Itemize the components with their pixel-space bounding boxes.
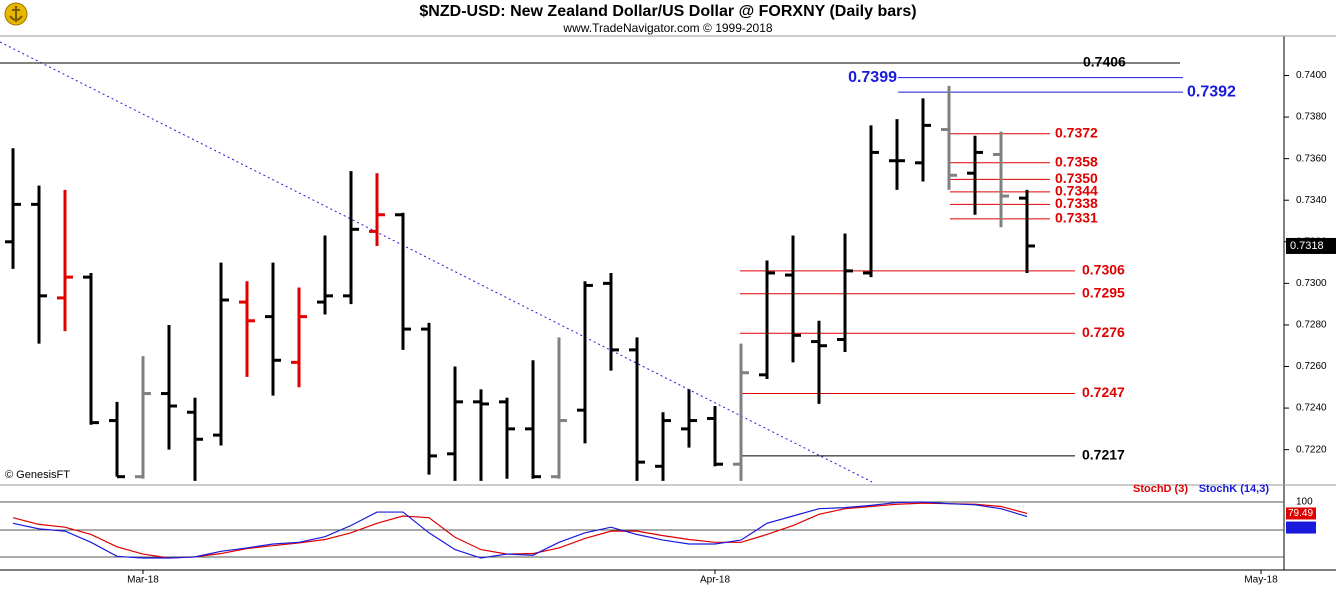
source-label: © GenesisFT [5,469,70,481]
level-label: 0.7399 [848,69,897,86]
chart-title: $NZD-USD: New Zealand Dollar/US Dollar @… [419,3,916,20]
chart-subtitle: www.TradeNavigator.com © 1999-2018 [562,21,772,35]
level-label: 0.7338 [1055,195,1098,211]
level-label: 0.7372 [1055,124,1098,140]
x-tick-label: May-18 [1244,575,1278,586]
last-price-box [1286,237,1336,254]
y-tick-label: 100 [1296,497,1313,508]
y-tick-label: 0.7380 [1296,112,1327,123]
last-value-label: 79.49 [1288,508,1313,519]
x-tick-label: Apr-18 [700,575,730,586]
last-value-box [1286,507,1316,520]
level-label: 0.7392 [1187,83,1236,100]
y-tick-label: 0.7400 [1296,70,1327,81]
last-value-box [1286,521,1316,534]
y-tick-label: 0.7240 [1296,403,1327,414]
x-tick-label: Mar-18 [127,575,159,586]
level-label: 0.7306 [1082,262,1125,278]
level-label: 0.7344 [1055,183,1098,199]
level-label: 0.7331 [1055,210,1098,226]
indicator-line [12,501,1028,559]
level-label: 0.7406 [1083,54,1126,70]
y-tick-label: 0.7260 [1296,361,1327,372]
level-label: 0.7350 [1055,170,1098,186]
last-price-label: 0.7318 [1290,240,1324,252]
logo [4,2,28,26]
y-tick-label: 0.7220 [1296,444,1327,455]
y-tick-label: 0.7280 [1296,320,1327,331]
level-label: 0.7217 [1082,447,1125,463]
y-tick-label: 0.7300 [1296,278,1327,289]
legend-entry: StochD (3) [1133,483,1188,495]
level-label: 0.7295 [1082,284,1125,300]
level-label: 0.7276 [1082,324,1125,340]
level-label: 0.7358 [1055,154,1098,170]
legend-entry: StochK (14,3) [1199,483,1270,495]
y-tick-label: 0.7360 [1296,153,1327,164]
level-label: 0.7247 [1082,384,1125,400]
y-tick-label: 0.7340 [1296,195,1327,206]
